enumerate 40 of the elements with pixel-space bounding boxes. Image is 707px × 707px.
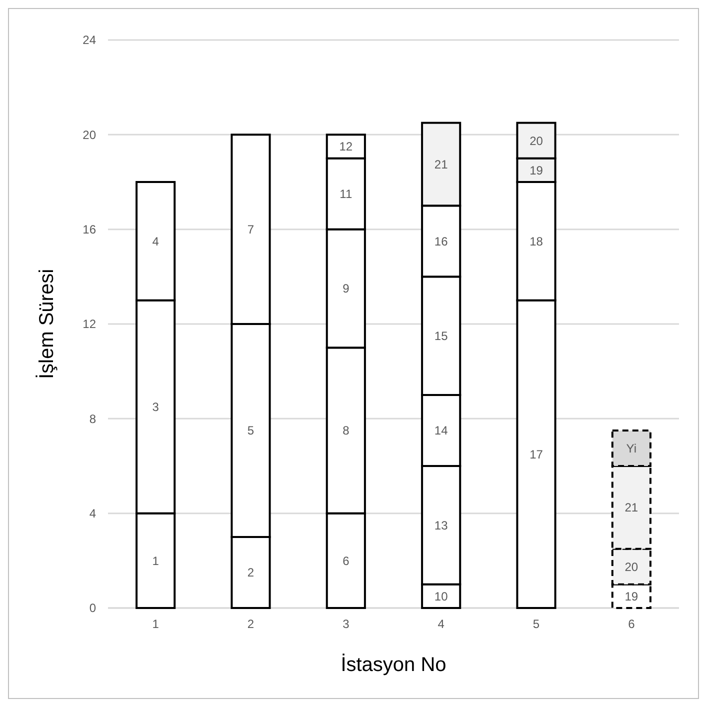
series-label: 15 [434, 329, 448, 344]
x-tick-label: 3 [342, 617, 350, 631]
series-label: 10 [434, 589, 448, 604]
x-tick-label: 6 [628, 617, 636, 631]
series-label: 19 [624, 589, 638, 604]
series-label: 19 [530, 163, 544, 178]
series-label: 20 [624, 560, 638, 574]
series-label: 18 [530, 234, 544, 248]
x-tick-label: 2 [247, 617, 254, 631]
y-axis-title: İşlem Süresi [35, 268, 58, 380]
series-label: 1 [152, 554, 160, 568]
series-label: 20 [530, 134, 544, 148]
series-label: 4 [152, 234, 160, 248]
series-label: 5 [247, 424, 254, 438]
series-label: 12 [339, 140, 353, 154]
x-tick-label: 4 [438, 617, 445, 631]
y-tick-label: 20 [82, 128, 96, 142]
series-label: 6 [342, 554, 350, 568]
series-label: 21 [624, 500, 638, 515]
series-label: 13 [434, 518, 448, 532]
series-label: 16 [434, 234, 448, 248]
y-tick-label: 16 [82, 222, 96, 237]
y-tick-label: 8 [89, 412, 96, 426]
series-label: 7 [247, 222, 254, 237]
series-label: 9 [342, 282, 350, 296]
y-tick-label: 24 [82, 33, 96, 48]
series-label: 2 [247, 566, 254, 580]
y-tick-label: 12 [82, 317, 96, 332]
x-tick-label: 5 [532, 617, 540, 631]
y-tick-label: 4 [89, 506, 96, 521]
series-label: 17 [530, 447, 544, 462]
series-label: 3 [152, 400, 160, 414]
x-axis-title: İstasyon No [340, 653, 446, 676]
x-tick-label: 1 [152, 617, 160, 631]
series-label: Yi [626, 441, 637, 456]
series-label: 21 [434, 157, 448, 172]
series-label: 8 [342, 424, 350, 438]
series-label: 11 [340, 187, 352, 202]
y-tick-label: 0 [89, 601, 96, 616]
series-label: 14 [434, 424, 448, 438]
